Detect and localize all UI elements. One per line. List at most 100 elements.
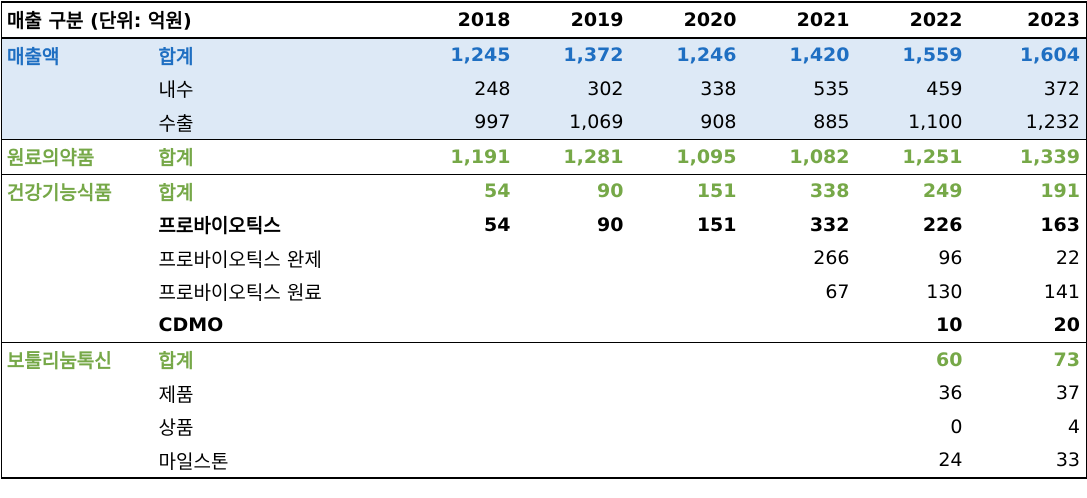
value-cell: 191 xyxy=(968,173,1087,208)
subcategory-label: 상품 xyxy=(158,417,194,440)
value-cell xyxy=(404,377,517,411)
subcategory-label: CDMO xyxy=(158,314,224,337)
value-cell: 1,095 xyxy=(629,139,743,174)
category-label xyxy=(1,443,154,479)
header-year: 2021 xyxy=(742,1,856,39)
value-cell: 73 xyxy=(968,342,1087,377)
value-cell: 163 xyxy=(1040,213,1080,236)
value-cell: 24 xyxy=(855,443,969,479)
subcategory-label: 합계 xyxy=(153,173,404,208)
value-cell xyxy=(629,342,743,377)
sales-table: 매출 구분 (단위: 억원) 2018 2019 2020 2021 2022 … xyxy=(1,1,1087,479)
value-cell xyxy=(630,309,743,343)
subcategory-label: 프로바이오틱스 원료 xyxy=(158,282,322,305)
value-cell: 302 xyxy=(516,72,630,106)
subcategory-label: 프로바이오틱스 완제 xyxy=(158,248,322,271)
header-year: 2020 xyxy=(629,1,743,39)
value-cell: 33 xyxy=(968,443,1087,479)
value-cell: 1,251 xyxy=(855,139,969,174)
table-row: 상품 0 4 xyxy=(2,410,1087,444)
subcategory-label: 합계 xyxy=(153,342,404,377)
value-cell: 338 xyxy=(742,173,856,208)
value-cell xyxy=(517,377,630,411)
value-cell: 338 xyxy=(629,72,743,106)
value-cell: 22 xyxy=(1055,247,1080,270)
table-row: 제품 36 37 xyxy=(2,377,1087,411)
value-cell xyxy=(743,309,856,343)
value-cell: 96 xyxy=(938,247,963,270)
subcategory-label: 마일스톤 xyxy=(153,443,404,479)
table-row: 건강기능식품 합계 54 90 151 338 249 191 xyxy=(1,173,1087,208)
value-cell: 249 xyxy=(855,173,969,208)
value-cell xyxy=(404,275,517,309)
value-cell: 372 xyxy=(968,72,1087,106)
value-cell: 332 xyxy=(809,213,850,236)
value-cell: 60 xyxy=(855,342,969,377)
header-row: 매출 구분 (단위: 억원) 2018 2019 2020 2021 2022 … xyxy=(1,1,1087,39)
header-year: 2019 xyxy=(516,1,630,39)
value-cell: 1,339 xyxy=(968,139,1087,174)
value-cell: 1,191 xyxy=(403,139,517,174)
header-year: 2023 xyxy=(968,1,1087,39)
value-cell: 885 xyxy=(742,105,856,140)
table-row: 보툴리눔톡신 합계 60 73 xyxy=(1,342,1087,377)
category-label xyxy=(1,105,154,140)
value-cell: 10 xyxy=(936,314,963,337)
value-cell: 67 xyxy=(825,280,850,303)
table-row: 프로바이오틱스 원료 67 130 141 xyxy=(2,275,1087,309)
value-cell: 0 xyxy=(950,415,963,438)
value-cell: 226 xyxy=(922,213,963,236)
value-cell: 4 xyxy=(1067,415,1080,438)
category-label xyxy=(1,72,154,106)
category-label xyxy=(2,242,154,276)
category-label xyxy=(2,410,154,444)
subcategory-label: 제품 xyxy=(158,383,194,406)
category-label xyxy=(2,275,154,309)
value-cell: 1,246 xyxy=(629,37,743,72)
value-cell: 90 xyxy=(516,173,630,208)
value-cell xyxy=(517,242,630,276)
value-cell: 1,100 xyxy=(855,105,969,140)
value-cell: 141 xyxy=(1043,280,1080,303)
value-cell: 1,372 xyxy=(516,37,630,72)
value-cell: 908 xyxy=(629,105,743,140)
value-cell: 997 xyxy=(403,105,517,140)
value-cell xyxy=(516,443,630,479)
value-cell xyxy=(630,410,743,444)
value-cell xyxy=(517,275,630,309)
value-cell: 1,559 xyxy=(855,37,969,72)
header-year: 2018 xyxy=(403,1,517,39)
value-cell xyxy=(742,342,856,377)
value-cell xyxy=(630,275,743,309)
subcategory-label: 내수 xyxy=(153,72,404,106)
value-cell xyxy=(742,443,856,479)
subcategory-label: 수출 xyxy=(153,105,404,140)
value-cell: 54 xyxy=(403,173,517,208)
subcategory-label: 합계 xyxy=(153,37,404,72)
value-cell: 248 xyxy=(403,72,517,106)
value-cell: 1,069 xyxy=(516,105,630,140)
value-cell xyxy=(743,410,856,444)
category-label xyxy=(2,208,154,242)
table-row: 수출 997 1,069 908 885 1,100 1,232 xyxy=(1,105,1087,140)
value-cell: 36 xyxy=(938,382,963,405)
value-cell: 459 xyxy=(855,72,969,106)
value-cell xyxy=(403,443,517,479)
value-cell: 1,245 xyxy=(403,37,517,72)
value-cell xyxy=(517,410,630,444)
value-cell: 535 xyxy=(742,72,856,106)
category-label xyxy=(2,377,154,411)
value-cell: 1,232 xyxy=(968,105,1087,140)
value-cell: 1,082 xyxy=(742,139,856,174)
value-cell xyxy=(404,309,517,343)
value-cell xyxy=(403,342,517,377)
category-label: 원료의약품 xyxy=(1,139,154,174)
header-label: 매출 구분 (단위: 억원) xyxy=(1,1,404,39)
value-cell xyxy=(517,309,630,343)
table-row: 내수 248 302 338 535 459 372 xyxy=(1,72,1087,106)
value-cell: 20 xyxy=(1053,314,1080,337)
value-cell: 1,604 xyxy=(968,37,1087,72)
table-row: 프로바이오틱스 54 90 151 332 226 163 xyxy=(2,208,1087,242)
table-row: 프로바이오틱스 완제 266 96 22 xyxy=(2,242,1087,276)
value-cell xyxy=(404,410,517,444)
